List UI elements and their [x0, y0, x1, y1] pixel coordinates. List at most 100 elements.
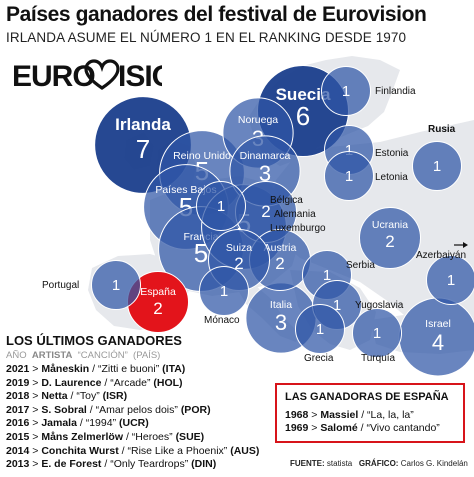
country-label-azerbaiyan: Azerbaiyán	[416, 250, 466, 261]
col-year: AÑO	[6, 350, 27, 361]
eurovision-logo: EURO ISION	[12, 59, 162, 93]
bubble-rusia	[412, 141, 462, 191]
country-label-irlanda: Irlanda	[115, 115, 171, 134]
value-label-ucrania: 2	[385, 232, 394, 251]
svg-text:ISION: ISION	[118, 60, 162, 93]
country-label-reino-unido: Reino Unido	[173, 150, 231, 162]
winner-song: “1994”	[85, 417, 117, 430]
value-label-alemania: 2	[261, 202, 270, 221]
spain-winner-artist: Massiel	[320, 409, 359, 421]
country-label-alemania: Alemania	[274, 209, 316, 220]
spain-winner-artist: Salomé	[320, 422, 358, 434]
spain-winner-year: 1968	[285, 409, 309, 421]
value-label-irlanda: 7	[136, 134, 150, 164]
country-label-letonia: Letonia	[375, 172, 408, 183]
winner-country: (POR)	[180, 403, 211, 416]
value-label-rusia: 1	[433, 158, 441, 175]
value-label-portugal: 1	[112, 277, 120, 294]
winner-country: (SUE)	[175, 430, 205, 443]
value-label-yugoslavia: 1	[333, 297, 341, 314]
graphic-value: Carlos G. Kindelán	[400, 459, 468, 468]
winner-country: (UCR)	[119, 417, 149, 430]
winner-artist: Måneskin	[41, 363, 90, 375]
country-label-grecia: Grecia	[304, 353, 334, 364]
bubble-azerbaiyan	[426, 255, 474, 305]
bubble-grecia	[295, 304, 345, 354]
spain-winners-list: 1968 > Massiel / “La, la, la” 1969 > Salo…	[285, 409, 455, 435]
value-label-estonia: 1	[345, 142, 353, 159]
source-value: statista	[326, 459, 353, 468]
page-title: Países ganadores del festival de Eurovis…	[6, 3, 427, 26]
country-label-dinamarca: Dinamarca	[240, 150, 291, 162]
value-label-azerbaiyan: 1	[447, 272, 455, 289]
country-label-ucrania: Ucrania	[372, 219, 408, 231]
bubble-letonia	[324, 151, 374, 201]
value-label-italia: 3	[275, 310, 287, 335]
col-artist: ARTISTA	[31, 350, 73, 361]
winner-year: 2021	[6, 363, 30, 375]
value-label-dinamarca: 3	[259, 161, 271, 186]
bubble-finlandia	[321, 66, 371, 116]
svg-text:EURO: EURO	[12, 60, 95, 93]
last-winners-header: AÑO ARTISTA “CANCIÓN” (PAÍS)	[6, 350, 276, 361]
country-label-noruega: Noruega	[238, 114, 278, 126]
country-label-austria: Austria	[264, 242, 297, 254]
spain-winners-title: LAS GANADORAS DE ESPAÑA	[285, 391, 449, 403]
spain-winner-row: 1968 > Massiel / “La, la, la”	[285, 409, 414, 421]
value-label-austria: 2	[275, 254, 284, 273]
winner-country: (ISR)	[102, 390, 128, 403]
winner-year: 2019	[6, 376, 30, 389]
spain-winner-row: 1969 > Salomé / “Vivo cantando”	[285, 422, 440, 434]
bubble-turquia	[352, 308, 402, 358]
winner-year: 2015	[6, 430, 30, 443]
spain-winner-year: 1969	[285, 422, 309, 434]
value-label-israel: 4	[432, 330, 444, 355]
winner-country: (DIN)	[191, 458, 217, 471]
winner-row: 2021 > Måneskin / “Zitti e buoni” (ITA)	[6, 363, 186, 375]
last-winners-title: LOS ÚLTIMOS GANADORES	[6, 333, 182, 348]
eurovision-logo-heart-icon	[84, 59, 120, 90]
winner-artist: D. Laurence	[41, 376, 102, 389]
winner-song: “Rise Like a Phoenix”	[127, 444, 228, 457]
col-country: (PAÍS)	[133, 350, 161, 361]
spain-winners-box: LAS GANADORAS DE ESPAÑA 1968 > Massiel /…	[275, 383, 465, 443]
value-label-belgica: 1	[217, 198, 225, 215]
winner-row: 2014 > Conchita Wurst / “Rise Like a Pho…	[6, 444, 260, 457]
footer-credits: FUENTE: statista GRÁFICO: Carlos G. Kind…	[290, 459, 468, 468]
outside-labels-layer: Luxemburgo Alemania Bélgica Finlandia Rusia E…	[42, 86, 466, 364]
winner-song: “Arcade”	[110, 376, 151, 389]
value-label-grecia: 1	[316, 321, 324, 338]
country-label-luxemburgo: Luxemburgo	[270, 223, 326, 234]
value-label-finlandia: 1	[342, 83, 350, 100]
country-label-belgica: Bélgica	[270, 195, 303, 206]
country-label-suiza: Suiza	[226, 242, 252, 254]
bubble-portugal	[91, 260, 141, 310]
source-label: FUENTE:	[290, 459, 325, 468]
country-label-rusia: Rusia	[428, 124, 456, 135]
winner-year: 2014	[6, 444, 30, 457]
winner-song: “Zitti e buoni”	[97, 363, 160, 375]
winner-artist: Conchita Wurst	[41, 444, 119, 457]
country-label-espana: España	[140, 286, 176, 298]
winner-country: (ITA)	[162, 363, 186, 375]
winner-song: “Amar pelos dois”	[95, 403, 178, 416]
winner-row: 2017 > S. Sobral / “Amar pelos dois” (PO…	[6, 403, 211, 416]
winner-song: “Toy”	[76, 390, 100, 403]
winner-row: 2019 > D. Laurence / “Arcade” (HOL)	[6, 376, 183, 389]
value-label-francia: 5	[194, 238, 208, 268]
graphic-label: GRÁFICO:	[358, 459, 399, 468]
winner-artist: Netta	[41, 390, 68, 403]
winner-country: (AUS)	[230, 444, 260, 457]
country-label-israel: Israel	[425, 318, 451, 330]
spain-winner-song: “Vivo cantando”	[366, 422, 440, 434]
spain-winner-song: “La, la, la”	[367, 409, 414, 421]
value-label-letonia: 1	[345, 168, 353, 185]
offmap-arrow-icon	[454, 242, 468, 248]
winner-row: 2013 > E. de Forest / “Only Teardrops” (…	[6, 458, 217, 471]
country-label-serbia: Serbia	[346, 260, 375, 271]
value-label-serbia: 1	[323, 267, 331, 284]
winner-artist: Jamala	[41, 417, 77, 430]
